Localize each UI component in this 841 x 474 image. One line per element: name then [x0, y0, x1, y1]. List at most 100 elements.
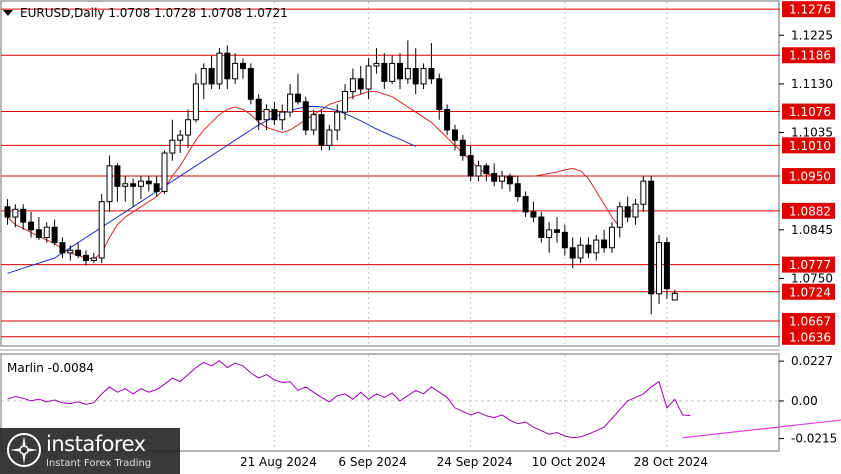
osc-tick-label: 0.00: [791, 394, 818, 408]
level-price-tag: [782, 1, 835, 18]
candle: [585, 237, 592, 258]
candle: [483, 163, 490, 182]
candle: [357, 65, 364, 95]
level-price-label: 1.1010: [789, 139, 831, 153]
candle-body: [20, 208, 27, 223]
candle-body: [130, 183, 137, 187]
candle-body: [546, 229, 553, 238]
candle: [522, 191, 529, 218]
candle: [137, 176, 144, 200]
candle: [67, 245, 74, 261]
y-tick-label: 1.0845: [791, 223, 833, 237]
candle-body: [271, 109, 278, 121]
candle: [255, 94, 262, 130]
candle-body: [499, 175, 506, 182]
indicator-title: Marlin -0.0084: [7, 361, 94, 375]
candle: [459, 135, 466, 161]
y-tick-label: 1.0750: [791, 271, 833, 285]
candle: [648, 176, 655, 315]
y-tick-label: 1.1035: [791, 126, 833, 140]
candle: [90, 252, 97, 264]
level-price-label: 1.1186: [789, 49, 831, 63]
candle-body: [51, 226, 58, 244]
candle-body: [663, 242, 670, 290]
candle: [420, 63, 427, 90]
instaforex-mark-icon: [7, 433, 41, 467]
candle: [491, 163, 498, 187]
candle: [412, 48, 419, 95]
candle-body: [192, 83, 199, 121]
x-tick-label: 6 Sep 2024: [338, 455, 406, 469]
candle: [28, 211, 35, 238]
candle-body: [263, 109, 270, 121]
candle: [671, 289, 678, 301]
candle: [428, 42, 435, 84]
candle: [593, 234, 600, 261]
candle: [467, 145, 474, 182]
candle: [444, 104, 451, 136]
candle: [561, 224, 568, 256]
candle-body: [114, 165, 121, 187]
candle-body: [381, 62, 388, 82]
candle-body: [59, 242, 66, 254]
candle: [287, 83, 294, 118]
level-price-label: 1.0777: [789, 258, 831, 272]
candle-body: [240, 62, 246, 70]
candle: [247, 63, 254, 105]
candle: [185, 109, 192, 148]
candle: [192, 73, 199, 123]
candle-body: [279, 111, 286, 121]
candle-body: [75, 249, 82, 256]
candle: [616, 201, 623, 238]
candle: [35, 217, 42, 241]
level-price-tag: [782, 168, 835, 185]
level-price-tag: [782, 47, 835, 64]
candle-body: [530, 211, 537, 218]
candle-body: [208, 68, 215, 85]
candle: [4, 199, 11, 225]
candle: [145, 176, 152, 192]
y-tick-label: 1.1130: [791, 77, 833, 91]
candle: [365, 58, 372, 100]
x-tick-label: 10 Oct 2024: [532, 455, 606, 469]
candle-body: [287, 93, 294, 113]
candle: [389, 55, 396, 84]
x-tick-label: 21 Aug 2024: [240, 455, 317, 469]
candle-body: [67, 249, 74, 254]
collapse-triangle-icon[interactable]: [3, 10, 15, 18]
candle: [153, 176, 160, 197]
candle: [200, 63, 207, 100]
candle-body: [451, 129, 458, 141]
candle-body: [491, 173, 498, 182]
candle: [577, 237, 584, 264]
candle-body: [648, 180, 655, 295]
candle: [75, 242, 82, 258]
y-tick-label: 1.1225: [791, 28, 833, 42]
candle: [294, 73, 301, 105]
candle: [546, 222, 553, 253]
candle-body: [122, 183, 129, 187]
candle-body: [145, 180, 152, 185]
candle: [342, 83, 349, 120]
candle-body: [43, 226, 50, 238]
level-price-label: 1.0950: [789, 170, 831, 184]
candle: [608, 222, 615, 253]
candle-body: [608, 226, 615, 249]
osc-tick-label: 0.0227: [791, 354, 833, 368]
chart-title: EURUSD,Daily 1.0708 1.0728 1.0708 1.0721: [20, 6, 288, 20]
candle: [475, 160, 482, 182]
candle-body: [200, 68, 207, 85]
x-tick-label: 24 Sep 2024: [437, 455, 513, 469]
candle-body: [459, 139, 466, 157]
level-price-tag: [782, 103, 835, 120]
candle-body: [90, 257, 97, 262]
candle-body: [569, 247, 576, 259]
candle: [83, 250, 89, 266]
candle-body: [318, 114, 325, 146]
level-price-tag: [782, 283, 835, 300]
candle: [279, 104, 286, 130]
candle: [169, 119, 176, 161]
level-price-tag: [782, 312, 835, 329]
candle: [601, 229, 608, 253]
